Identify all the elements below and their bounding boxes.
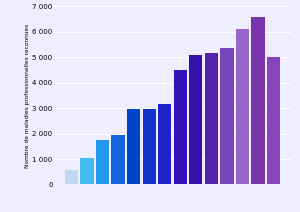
Bar [96, 140, 109, 184]
Bar [80, 158, 94, 184]
Bar [267, 57, 280, 184]
Y-axis label: Nombre de maladies professionnelles reconnues: Nombre de maladies professionnelles reco… [25, 23, 30, 168]
Bar [65, 170, 78, 184]
Bar [220, 48, 234, 184]
Bar [205, 53, 218, 184]
Bar [251, 17, 265, 184]
Bar [111, 135, 125, 184]
Bar [142, 109, 156, 184]
Bar [174, 70, 187, 184]
Bar [127, 109, 140, 184]
Bar [189, 55, 203, 184]
Bar [158, 104, 171, 184]
Bar [236, 29, 249, 184]
